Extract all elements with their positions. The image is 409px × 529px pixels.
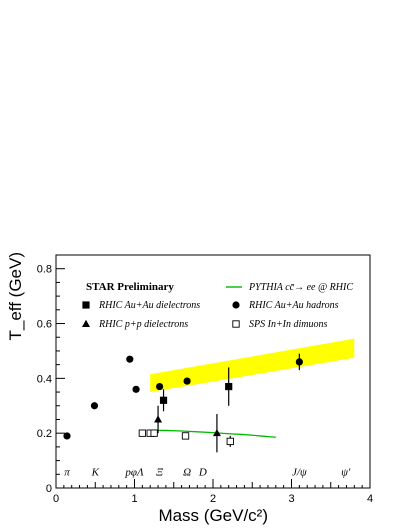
data-point-triangle	[154, 415, 163, 423]
particle-label: pφΛ	[124, 467, 144, 479]
data-point-square	[225, 382, 233, 391]
data-point-circle	[183, 377, 191, 385]
x-tick-label: 4	[367, 493, 373, 505]
x-tick-label: 2	[210, 493, 216, 505]
particle-label: D	[198, 467, 207, 479]
data-point-circle	[90, 402, 99, 410]
legend-label: PYTHIA cc̄→ ee @ RHIC	[248, 282, 353, 293]
chart-title: STAR Preliminary	[86, 281, 174, 293]
data-point-circle	[295, 358, 303, 366]
data-point-triangle	[212, 428, 221, 437]
y-tick-label: 0.8	[37, 264, 52, 276]
y-tick-label: 0.6	[37, 319, 52, 331]
data-point-open-square	[181, 432, 190, 440]
x-axis-title: Mass (GeV/c²)	[158, 506, 268, 525]
data-point-square	[159, 396, 168, 404]
data-point-open-square	[226, 437, 234, 446]
data-point-circle	[132, 385, 140, 393]
data-point-open-square	[138, 429, 146, 437]
particle-label: π	[64, 467, 70, 479]
particle-label: J/ψ	[292, 467, 307, 479]
data-point-circle	[156, 382, 164, 391]
y-tick-label: 0.2	[37, 428, 52, 440]
legend-label: RHIC Au+Au hadrons	[248, 300, 339, 311]
data-point-circle	[126, 355, 134, 363]
y-tick-label: 0.4	[37, 373, 52, 385]
x-tick-label: 0	[53, 493, 59, 505]
legend-label: SPS In+In dimuons	[249, 319, 328, 330]
x-tick-label: 3	[288, 493, 294, 505]
x-tick-label: 1	[131, 493, 137, 505]
legend-marker-triangle	[82, 319, 90, 327]
data-point-open-square	[150, 429, 158, 437]
band-layer	[150, 338, 355, 393]
legend-marker-open-square	[232, 320, 240, 328]
yellow-band	[150, 338, 355, 393]
particle-label: Ω	[183, 467, 191, 479]
particle-label: ψ'	[341, 467, 351, 479]
points-layer	[63, 353, 303, 453]
particle-label: Ξ	[156, 467, 163, 479]
legend-marker-circle	[232, 301, 240, 309]
axis-ticks: 0 1 2 3 4 0 0.2 0.4 0.6 0.8	[37, 264, 373, 505]
legend: PYTHIA cc̄→ ee @ RHIC RHIC Au+Au dielectr…	[82, 282, 353, 330]
pythia-line-layer	[150, 429, 276, 438]
particle-label: K	[91, 467, 100, 479]
y-axis-title: T_eff (GeV)	[6, 252, 25, 341]
pythia-line	[150, 429, 276, 438]
data-point-circle	[63, 432, 71, 440]
legend-label: RHIC p+p dielectrons	[98, 319, 188, 330]
legend-marker-square	[82, 301, 90, 309]
y-tick-label: 0	[46, 483, 52, 495]
legend-label: RHIC Au+Au dielectrons	[98, 300, 200, 311]
